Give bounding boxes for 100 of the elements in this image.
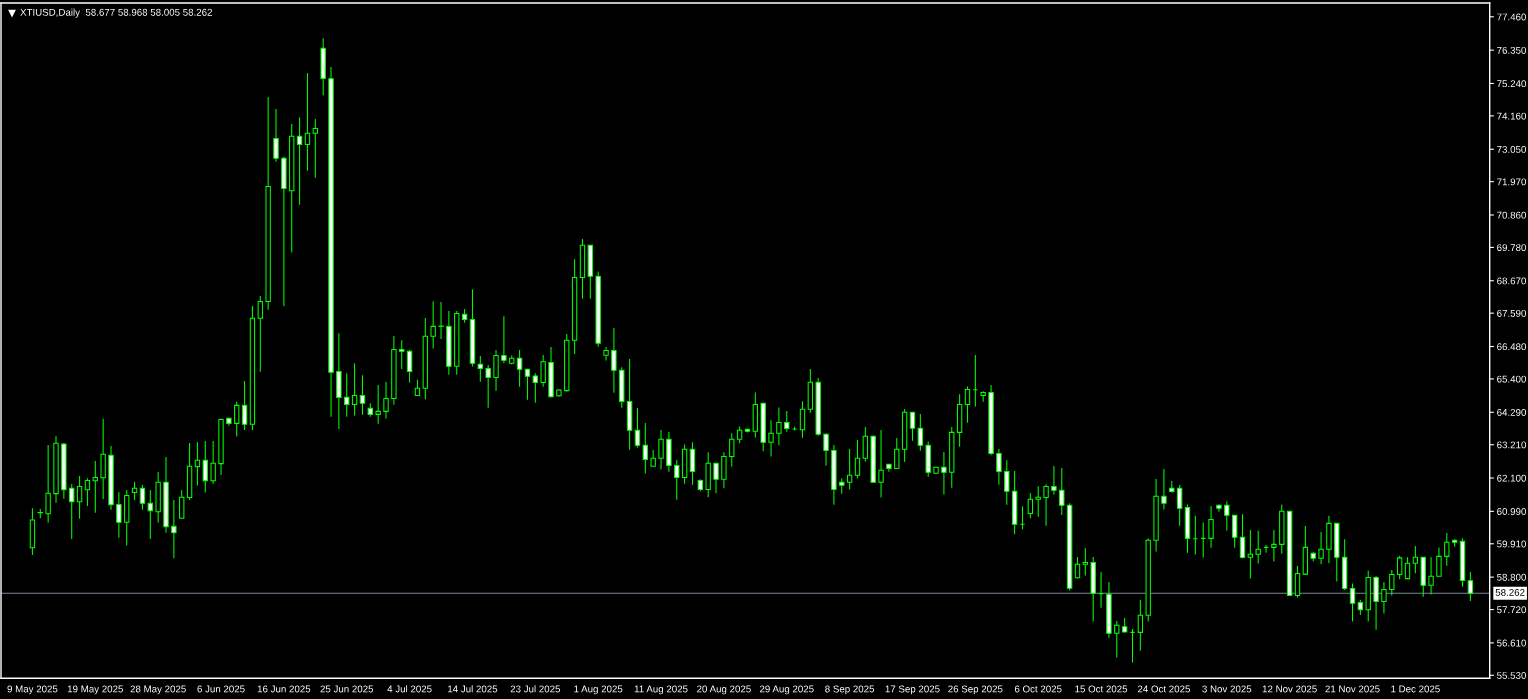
x-tick-label: 25 Jun 2025	[320, 685, 374, 693]
y-tick-label: 74.160	[1497, 112, 1526, 120]
x-tick-label: 3 Nov 2025	[1202, 685, 1252, 693]
candlestick	[383, 381, 389, 420]
y-tick-label: 70.860	[1497, 211, 1526, 219]
y-tick-label: 63.210	[1497, 441, 1526, 449]
x-tick-label: 29 Aug 2025	[759, 685, 814, 695]
x-tick-label: 21 Nov 2025	[1325, 685, 1380, 693]
candlestick	[532, 372, 538, 404]
candlestick	[1074, 556, 1081, 580]
candlestick	[359, 374, 366, 416]
x-tick-label: 26 Sep 2025	[948, 685, 1003, 695]
x-tick-label: 28 May 2025	[130, 685, 186, 695]
candlestick	[399, 339, 405, 370]
candlestick	[406, 349, 413, 384]
y-tick-label: 62.100	[1497, 474, 1526, 482]
candlestick	[823, 432, 829, 467]
candlestick	[1059, 467, 1065, 516]
x-tick-label: 24 Oct 2025	[1137, 685, 1190, 693]
candlestick	[1389, 569, 1395, 596]
candlestick	[312, 118, 318, 179]
candlestick	[1216, 503, 1222, 513]
candlestick	[485, 364, 491, 409]
x-tick-label: 23 Jul 2025	[510, 685, 561, 693]
y-tick-label: 56.610	[1497, 639, 1526, 647]
candlestick	[1294, 565, 1301, 599]
candlestick	[1318, 531, 1324, 565]
candlestick	[713, 462, 719, 494]
candlestick	[1428, 556, 1434, 596]
y-tick-label: 55.530	[1497, 672, 1526, 679]
candlestick	[1271, 529, 1277, 563]
y-tick-label: 64.290	[1497, 409, 1526, 416]
candlestick	[721, 451, 727, 489]
candlestick	[1176, 484, 1183, 527]
candlestick	[1035, 485, 1041, 518]
x-tick-label: 16 Jun 2025	[257, 685, 311, 693]
candlestick	[493, 349, 499, 392]
x-tick-label: 1 Dec 2025	[1391, 685, 1440, 693]
y-tick-label: 67.590	[1497, 309, 1526, 317]
candlestick	[202, 440, 208, 493]
candlestick	[147, 489, 153, 540]
x-tick-label: 19 May 2025	[67, 685, 123, 695]
candlestick	[1255, 530, 1261, 565]
x-tick-label: 20 Aug 2025	[697, 685, 751, 695]
candlestick	[1043, 483, 1049, 527]
x-tick-label: 11 Aug 2025	[634, 685, 688, 695]
candlestick	[375, 384, 381, 425]
candlestick	[1247, 529, 1254, 580]
candlestick	[1444, 532, 1450, 567]
candlestick	[84, 477, 91, 507]
candlestick	[846, 448, 853, 490]
candlestick	[634, 407, 641, 448]
candlestick	[768, 419, 774, 457]
candlestick	[1467, 571, 1474, 602]
candlestick	[351, 362, 358, 417]
candlestick	[540, 354, 546, 388]
candlestick	[1412, 545, 1419, 574]
y-tick-label: 68.670	[1497, 277, 1526, 285]
candlestick	[909, 411, 916, 442]
candlestick	[611, 327, 617, 394]
candlestick	[273, 108, 279, 163]
candlestick	[171, 499, 177, 559]
y-tick-label: 58.800	[1497, 573, 1526, 581]
candlestick	[524, 368, 531, 401]
candlestick	[1381, 581, 1387, 614]
candlestick	[430, 300, 436, 350]
y-tick-label: 66.480	[1497, 343, 1526, 351]
x-tick-label: 17 Sep 2025	[885, 685, 940, 695]
y-tick-label: 60.990	[1497, 508, 1526, 515]
candlestick	[131, 481, 138, 501]
candlestick	[1436, 546, 1442, 578]
candlestick	[100, 418, 106, 500]
x-tick-label: 14 Jul 2025	[448, 685, 498, 693]
x-tick-label: 12 Nov 2025	[1262, 685, 1317, 693]
candlestick	[1137, 599, 1144, 652]
candlestick	[194, 441, 201, 487]
candlestick	[674, 459, 680, 501]
y-tick-label: 73.050	[1497, 145, 1526, 153]
candlestick	[1208, 505, 1214, 549]
candlestick	[729, 432, 735, 468]
candlestick	[179, 489, 185, 519]
candlestick	[799, 400, 806, 439]
x-tick-label: 4 Jul 2025	[387, 685, 432, 693]
x-tick-label: 1 Aug 2025	[574, 685, 623, 695]
candlestick	[1027, 492, 1034, 519]
candlestick	[689, 441, 696, 486]
ref-line-label: 58.262	[1495, 588, 1525, 596]
candlestick	[996, 448, 1002, 486]
candlestick	[1396, 555, 1403, 580]
candlestick	[1082, 547, 1089, 577]
candlestick	[501, 315, 507, 364]
candlestick	[642, 422, 648, 475]
candlestick	[941, 451, 947, 496]
candlestick	[1224, 500, 1230, 532]
candlestick	[234, 401, 240, 438]
y-tick-label: 69.780	[1497, 244, 1526, 252]
candlestick	[241, 380, 248, 431]
candlestick	[1231, 514, 1238, 549]
y-tick-label: 76.350	[1497, 46, 1526, 54]
candlestick	[296, 116, 303, 206]
